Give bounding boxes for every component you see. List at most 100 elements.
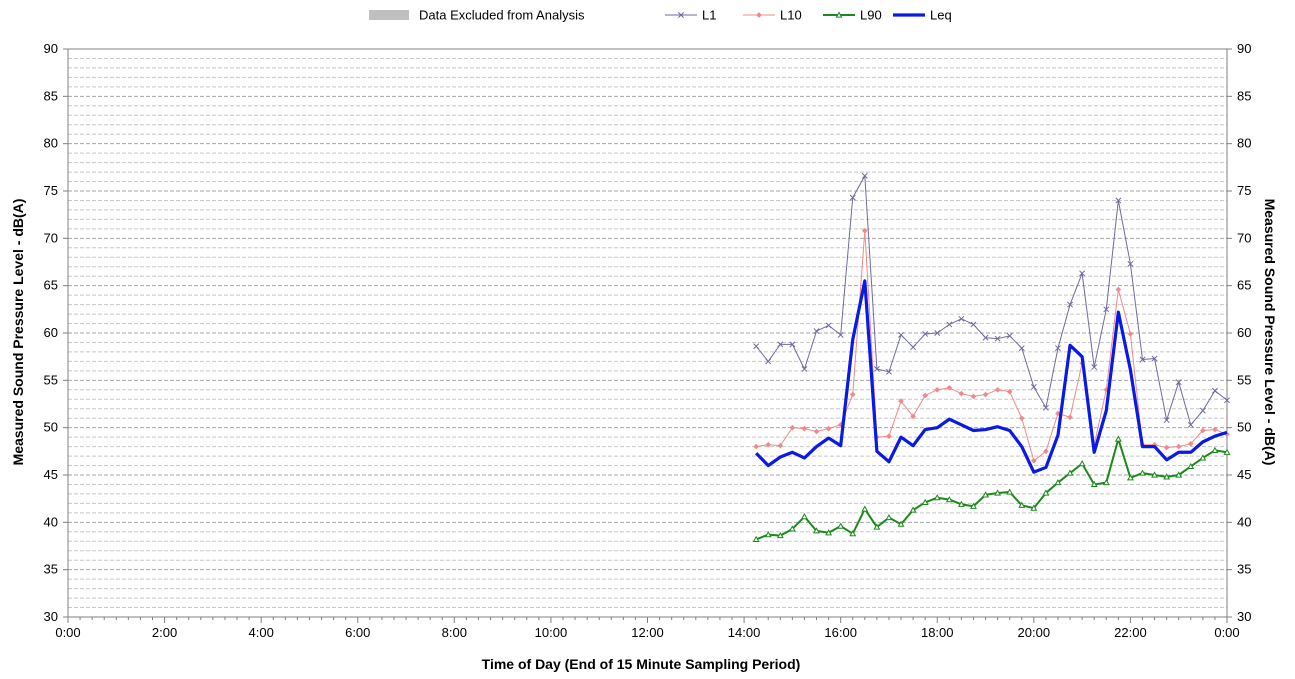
data-point — [982, 334, 989, 341]
legend-label: Leq — [930, 8, 952, 23]
data-point — [1006, 488, 1014, 495]
x-tick-label: 12:00 — [631, 625, 664, 640]
series-l1 — [753, 172, 1230, 428]
x-tick-label: 0:00 — [1214, 625, 1239, 640]
data-point — [813, 428, 820, 435]
data-point — [1115, 286, 1122, 293]
y-tick-label: 55 — [44, 372, 58, 387]
x-tick-label: 18:00 — [921, 625, 954, 640]
data-point — [1042, 404, 1049, 411]
x-tick-label: 16:00 — [824, 625, 857, 640]
x-tick-label: 10:00 — [535, 625, 568, 640]
data-point — [994, 386, 1001, 393]
data-point — [897, 520, 905, 527]
y-tick-label: 35 — [1237, 562, 1251, 577]
data-point — [970, 393, 977, 400]
data-point — [800, 513, 808, 520]
data-point — [764, 531, 772, 538]
x-tick-label: 14:00 — [728, 625, 761, 640]
data-point — [1163, 473, 1171, 480]
data-point — [958, 315, 965, 322]
legend-label: L1 — [702, 8, 716, 23]
series-line — [755, 279, 1228, 474]
data-point — [994, 335, 1001, 342]
data-point — [946, 385, 953, 391]
y-tick-label: 80 — [44, 136, 58, 151]
legend-swatch — [369, 10, 409, 20]
y-tick-label: 70 — [44, 230, 58, 245]
y-tick-label: 90 — [44, 41, 58, 56]
data-point — [958, 390, 965, 397]
data-point — [861, 505, 869, 512]
x-tick-label: 0:00 — [55, 625, 80, 640]
data-point — [934, 330, 941, 336]
legend-label: L10 — [780, 8, 802, 23]
y-tick-label: 70 — [1237, 230, 1251, 245]
data-point — [753, 343, 760, 350]
data-point — [1126, 474, 1134, 481]
data-point — [825, 322, 832, 329]
legend-item: Data Excluded from Analysis — [369, 8, 585, 23]
data-point — [957, 500, 965, 507]
x-axis-title: Time of Day (End of 15 Minute Sampling P… — [482, 656, 801, 672]
y-tick-label: 40 — [1237, 514, 1251, 529]
data-point — [898, 331, 904, 338]
data-point — [837, 522, 845, 529]
data-point — [934, 386, 941, 393]
data-point — [1139, 469, 1146, 476]
data-point — [1018, 345, 1025, 352]
data-point — [1212, 426, 1218, 433]
data-point — [1067, 414, 1073, 421]
legend-marker — [835, 11, 843, 18]
data-point — [1199, 407, 1206, 414]
data-point — [789, 424, 796, 431]
data-point — [1054, 478, 1062, 486]
data-point — [1127, 260, 1134, 267]
data-point — [1114, 435, 1122, 442]
data-point — [1066, 469, 1074, 476]
data-point — [1030, 384, 1037, 390]
data-point — [1067, 301, 1074, 308]
data-point — [1163, 444, 1170, 451]
data-point — [933, 494, 941, 501]
data-point — [825, 425, 832, 432]
y-tick-label: 90 — [1237, 41, 1251, 56]
legend-label: Data Excluded from Analysis — [419, 8, 585, 23]
data-point — [885, 513, 893, 521]
data-point — [1090, 480, 1098, 488]
data-point — [789, 341, 796, 348]
data-point — [910, 344, 917, 351]
y-tick-label: 30 — [1237, 609, 1251, 624]
data-point — [753, 443, 759, 450]
data-point — [982, 391, 989, 398]
data-point — [1200, 427, 1206, 434]
data-point — [1102, 478, 1110, 486]
data-point — [801, 425, 808, 432]
data-point — [801, 366, 808, 372]
data-point — [1018, 415, 1025, 422]
data-point — [994, 489, 1002, 496]
data-point — [1079, 270, 1086, 277]
legend-label: L90 — [860, 8, 882, 23]
chart-series — [752, 172, 1231, 542]
y-axis-right-title: Measured Sound Pressure Level - dB(A) — [1262, 199, 1278, 466]
data-point — [1211, 387, 1218, 394]
data-point — [982, 491, 989, 498]
data-point — [922, 392, 929, 399]
data-point — [777, 442, 784, 449]
series-l10 — [753, 227, 1230, 464]
data-point — [1175, 471, 1183, 478]
series-leq — [755, 279, 1228, 474]
y-tick-label: 85 — [44, 88, 58, 103]
data-point — [970, 321, 977, 328]
y-axis-left-title: Measured Sound Pressure Level - dB(A) — [10, 199, 26, 466]
x-tick-label: 4:00 — [249, 625, 274, 640]
y-tick-label: 60 — [44, 325, 58, 340]
y-tick-label: 30 — [44, 609, 58, 624]
data-point — [945, 495, 953, 503]
legend-item: Leq — [893, 8, 952, 23]
data-point — [1103, 306, 1110, 313]
data-point — [1175, 443, 1182, 450]
x-tick-label: 6:00 — [345, 625, 370, 640]
data-point — [849, 391, 856, 398]
